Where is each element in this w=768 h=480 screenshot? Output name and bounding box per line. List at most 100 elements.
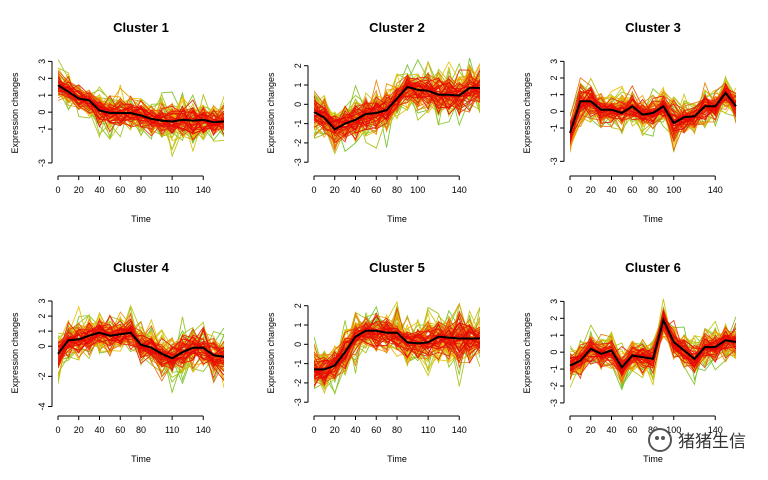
- centroid-line: [57, 84, 225, 124]
- y-tick-label: -2: [293, 139, 303, 147]
- x-tick-label: 0: [311, 185, 316, 195]
- profile-line: [570, 90, 736, 136]
- y-axis-label: Expression changes: [10, 72, 20, 154]
- x-tick-label: 60: [371, 185, 381, 195]
- profile-lines: [58, 59, 224, 158]
- x-axis-label: Time: [387, 214, 407, 224]
- y-tick-label: -1: [549, 124, 559, 132]
- x-tick-label: 140: [708, 425, 723, 435]
- x-axis-label: Time: [131, 454, 151, 464]
- cluster-panel-3: Cluster 3 -3 -1 0 1 2 3 Expression changes 0 20 40…: [522, 20, 737, 224]
- y-tick-label: 3: [37, 299, 47, 304]
- x-tick-label: 60: [627, 185, 637, 195]
- profile-line: [314, 78, 480, 128]
- y-tick-label: -3: [293, 158, 303, 166]
- profile-line: [570, 315, 736, 368]
- profile-line: [314, 328, 480, 378]
- panel-title: Cluster 2: [369, 20, 425, 35]
- profile-line: [58, 90, 224, 132]
- x-tick-label: 20: [74, 185, 84, 195]
- x-tick-label: 60: [627, 425, 637, 435]
- profile-line: [570, 313, 736, 372]
- y-tick-label: 1: [293, 83, 303, 88]
- y-tick-label: 2: [549, 316, 559, 321]
- x-tick-label: 110: [165, 185, 179, 195]
- y-tick-label: -3: [293, 398, 303, 406]
- y-tick-label: 0: [293, 342, 303, 347]
- profile-line: [314, 322, 480, 382]
- centroid-line: [57, 331, 225, 360]
- x-axis-label: Time: [643, 454, 663, 464]
- panel-title: Cluster 6: [625, 260, 681, 275]
- y-axis-label: Expression changes: [522, 72, 532, 154]
- profile-lines: [570, 75, 736, 153]
- x-tick-label: 80: [136, 185, 146, 195]
- x-axis-label: Time: [131, 214, 151, 224]
- profile-line: [314, 82, 480, 140]
- profile-line: [314, 82, 480, 134]
- x-tick-label: 60: [115, 425, 125, 435]
- cluster-panel-5: Cluster 5 -3 -2 -1 0 1 2 Expression changes 0 20 4…: [266, 260, 480, 464]
- cluster-panel-1: Cluster 1 -3 -1 0 1 2 3 Expression changes 0 20 40…: [10, 20, 225, 224]
- centroid-line: [313, 85, 480, 131]
- x-tick-label: 0: [55, 425, 60, 435]
- x-tick-label: 40: [94, 425, 104, 435]
- y-axis-label: Expression changes: [10, 312, 20, 394]
- x-tick-label: 110: [165, 425, 179, 435]
- x-axis-label: Time: [643, 214, 663, 224]
- profile-line: [314, 322, 480, 373]
- y-tick-label: 0: [37, 110, 47, 115]
- y-tick-label: 0: [37, 344, 47, 349]
- y-tick-label: 2: [37, 314, 47, 319]
- x-tick-label: 80: [392, 425, 402, 435]
- y-tick-label: 2: [37, 76, 47, 81]
- y-tick-label: 2: [549, 75, 559, 80]
- profile-line: [570, 92, 736, 133]
- profile-line: [58, 86, 224, 134]
- x-tick-label: 100: [410, 185, 425, 195]
- profile-line: [570, 87, 736, 135]
- y-tick-label: -3: [549, 157, 559, 165]
- y-tick-label: -3: [37, 159, 47, 167]
- x-tick-label: 80: [136, 425, 146, 435]
- x-tick-label: 0: [55, 185, 60, 195]
- cluster-panel-4: Cluster 4 -4 -2 0 1 2 3 Expression changes 0 20 40…: [10, 260, 225, 464]
- x-tick-label: 140: [196, 185, 211, 195]
- y-tick-label: 1: [37, 329, 47, 334]
- x-tick-label: 100: [666, 425, 681, 435]
- y-tick-label: 0: [549, 109, 559, 114]
- y-tick-label: 0: [549, 350, 559, 355]
- x-tick-label: 20: [330, 425, 340, 435]
- y-tick-label: -4: [37, 402, 47, 410]
- x-tick-label: 140: [452, 425, 467, 435]
- y-tick-label: -1: [293, 360, 303, 368]
- panel-title: Cluster 1: [113, 20, 169, 35]
- profile-lines: [570, 298, 736, 391]
- x-tick-label: 20: [330, 185, 340, 195]
- y-tick-label: 3: [37, 59, 47, 64]
- x-tick-label: 140: [196, 425, 211, 435]
- x-tick-label: 40: [350, 185, 360, 195]
- y-axis-label: Expression changes: [266, 312, 276, 394]
- panel-title: Cluster 4: [113, 260, 169, 275]
- x-tick-label: 140: [708, 185, 723, 195]
- profile-line: [58, 325, 224, 365]
- y-tick-label: -1: [293, 120, 303, 128]
- profile-line: [570, 313, 736, 369]
- y-tick-label: 3: [549, 59, 559, 64]
- x-tick-label: 60: [115, 185, 125, 195]
- x-tick-label: 110: [421, 425, 435, 435]
- profile-line: [570, 328, 736, 375]
- x-tick-label: 20: [586, 185, 596, 195]
- x-tick-label: 100: [666, 185, 681, 195]
- profile-line: [58, 82, 224, 127]
- watermark: 猪猪生信: [648, 427, 746, 452]
- y-tick-label: 1: [549, 333, 559, 338]
- panel-title: Cluster 5: [369, 260, 425, 275]
- y-tick-label: -2: [293, 379, 303, 387]
- profile-line: [314, 321, 480, 367]
- x-tick-label: 40: [606, 425, 616, 435]
- x-tick-label: 60: [371, 425, 381, 435]
- x-tick-label: 140: [452, 185, 467, 195]
- cluster-panel-2: Cluster 2 -3 -2 -1 0 1 2 Expression changes 0 20 4…: [266, 20, 480, 224]
